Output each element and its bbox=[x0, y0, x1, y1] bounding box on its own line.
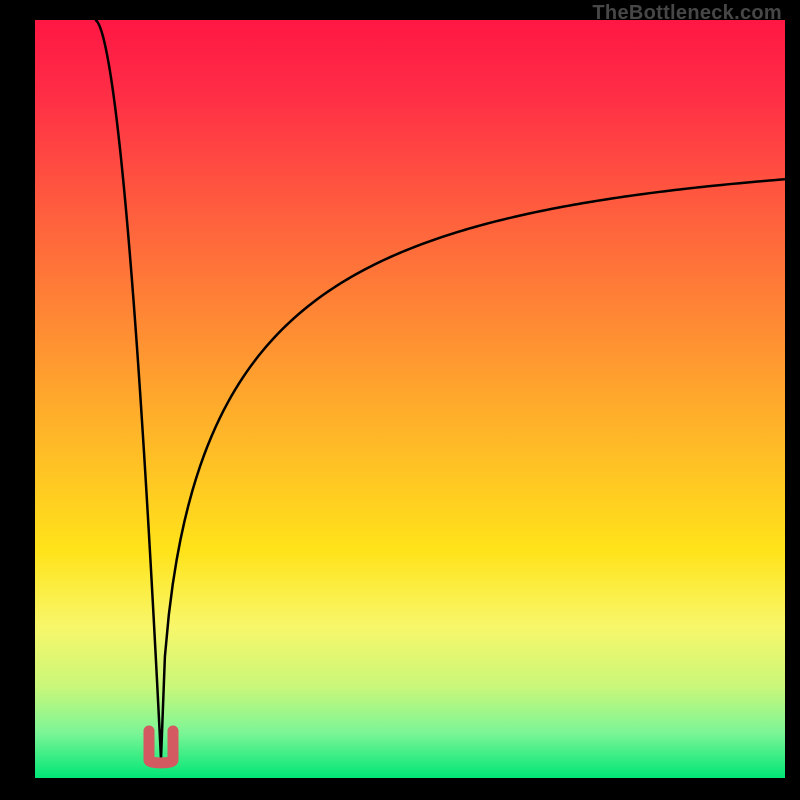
plot-area bbox=[35, 20, 785, 778]
chart-background bbox=[35, 20, 785, 778]
chart-frame: TheBottleneck.com bbox=[0, 0, 800, 800]
bottleneck-chart bbox=[35, 20, 785, 778]
